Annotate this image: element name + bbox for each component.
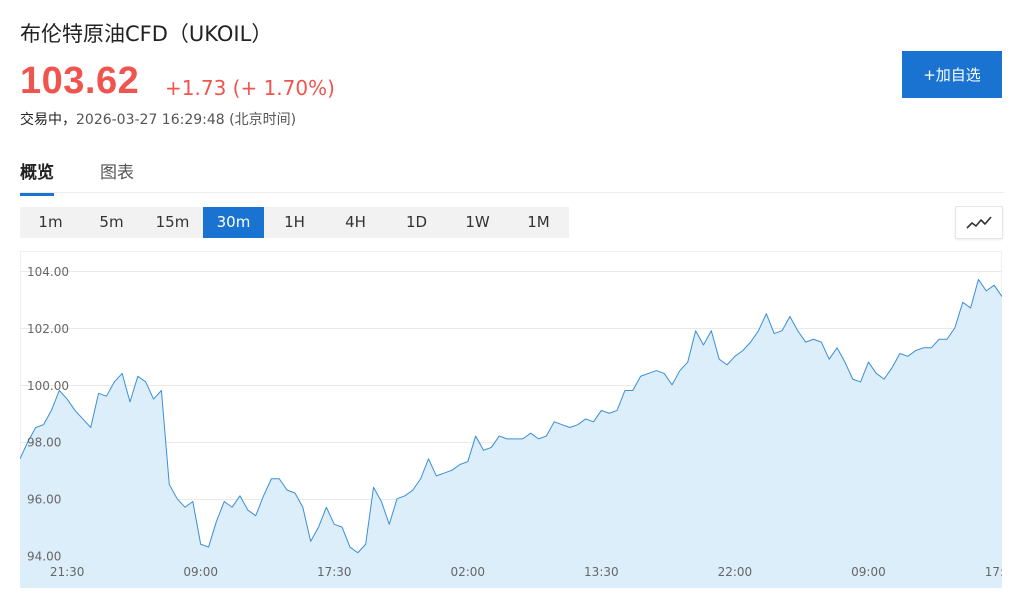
page-title: 布伦特原油CFD（UKOIL） bbox=[20, 22, 273, 46]
interval-5m[interactable]: 5m bbox=[99, 213, 124, 231]
x-tick-label: 22:00 bbox=[718, 565, 753, 579]
quote-timestamp: 2026-03-27 16:29:48 (北京时间) bbox=[76, 112, 297, 128]
tab-overview[interactable]: 概览 bbox=[20, 158, 54, 196]
price-change: +1.73 (+ 1.70%) bbox=[165, 76, 335, 100]
y-tick-label: 102.00 bbox=[27, 322, 69, 336]
y-tick-label: 100.00 bbox=[27, 379, 69, 393]
interval-1w[interactable]: 1W bbox=[465, 213, 490, 231]
x-tick-label: 02:00 bbox=[450, 565, 485, 579]
y-tick-label: 96.00 bbox=[27, 493, 61, 507]
x-tick-label: 17:30 bbox=[317, 565, 352, 579]
interval-1d[interactable]: 1D bbox=[405, 213, 428, 231]
price-chart-svg: 94.00 96.00 98.00 100.00 102.00 104.00 21:30 09… bbox=[20, 251, 1002, 588]
tab-bar: 概览 图表 bbox=[20, 150, 1004, 196]
y-tick-label: 104.00 bbox=[27, 265, 69, 279]
tab-chart[interactable]: 图表 bbox=[100, 163, 134, 183]
y-tick-label: 94.00 bbox=[27, 550, 61, 564]
interval-1h[interactable]: 1H bbox=[284, 213, 305, 231]
interval-1mo[interactable]: 1M bbox=[527, 213, 550, 231]
price-line bbox=[20, 278, 1002, 554]
interval-selector: 1m 5m 15m 30m 1H 4H 1D 1W 1M bbox=[20, 207, 569, 238]
y-tick-label: 98.00 bbox=[27, 436, 61, 450]
x-tick-label: 17:30 bbox=[985, 565, 1002, 579]
price-chart: 94.00 96.00 98.00 100.00 102.00 104.00 21:30 09… bbox=[20, 251, 1002, 588]
interval-1m[interactable]: 1m bbox=[38, 213, 63, 231]
interval-30m[interactable]: 30m bbox=[203, 207, 264, 238]
add-to-watchlist-button[interactable]: +加自选 bbox=[902, 51, 1002, 98]
trading-status-line: 交易中，2026-03-27 16:29:48 (北京时间) bbox=[20, 109, 296, 129]
current-price: 103.62 bbox=[20, 60, 140, 102]
interval-4h[interactable]: 4H bbox=[345, 213, 366, 231]
x-tick-label: 09:00 bbox=[183, 565, 218, 579]
trading-status: 交易中， bbox=[20, 112, 76, 128]
x-tick-label: 21:30 bbox=[50, 565, 85, 579]
price-area-fill bbox=[20, 279, 1002, 588]
x-tick-label: 09:00 bbox=[851, 565, 886, 579]
interval-15m[interactable]: 15m bbox=[155, 213, 190, 231]
line-chart-icon bbox=[966, 215, 992, 229]
x-tick-label: 13:30 bbox=[584, 565, 619, 579]
chart-type-button[interactable] bbox=[955, 206, 1003, 239]
